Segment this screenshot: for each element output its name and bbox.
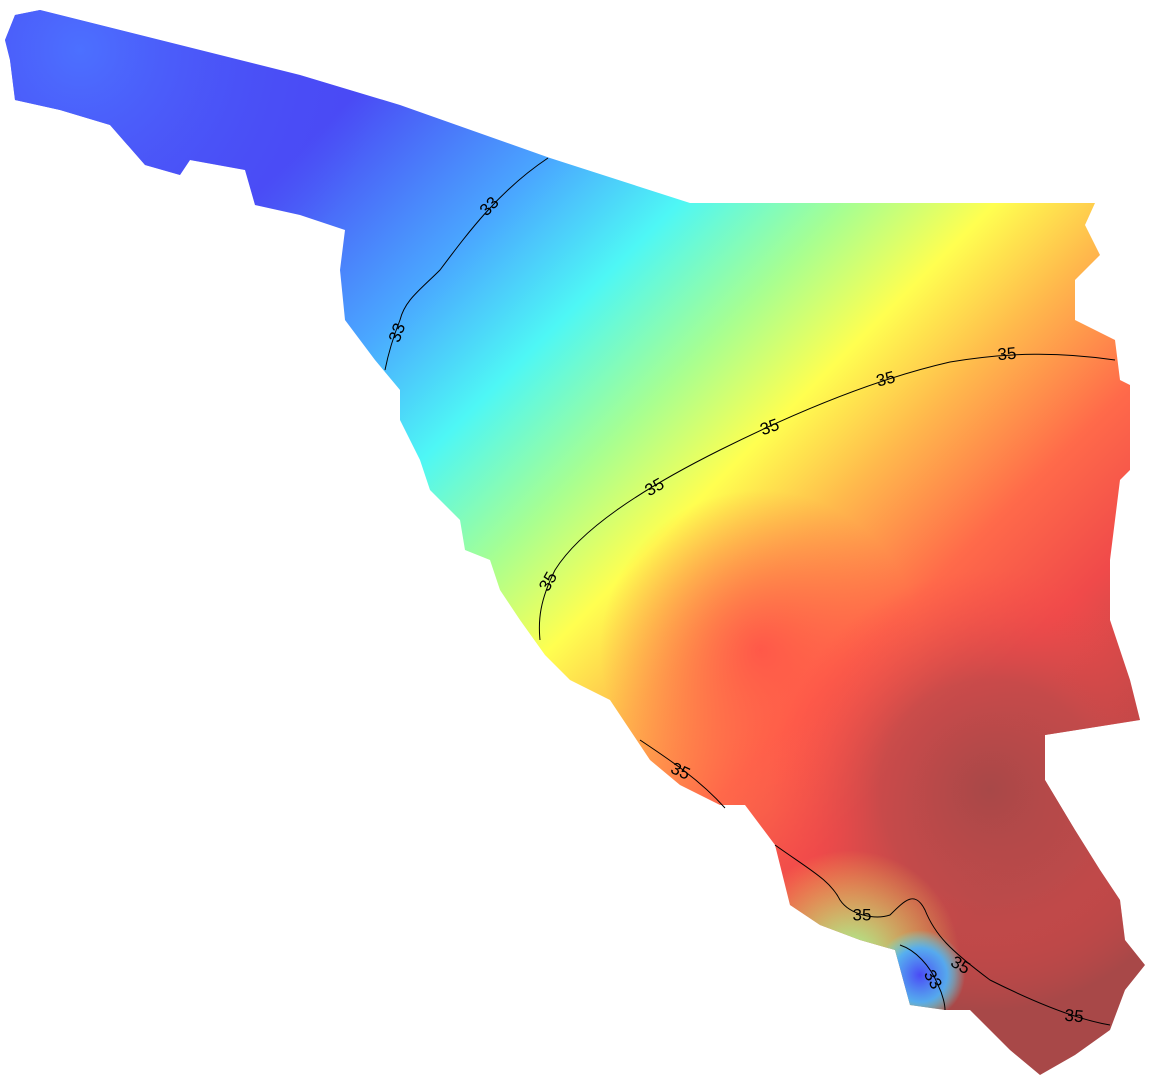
contour-label: 35 <box>874 367 897 390</box>
contour-label: 35 <box>853 905 872 924</box>
contour-lines <box>384 157 1116 1026</box>
contour-label: 35 <box>997 344 1018 365</box>
contour-label: 35 <box>1064 1006 1085 1027</box>
